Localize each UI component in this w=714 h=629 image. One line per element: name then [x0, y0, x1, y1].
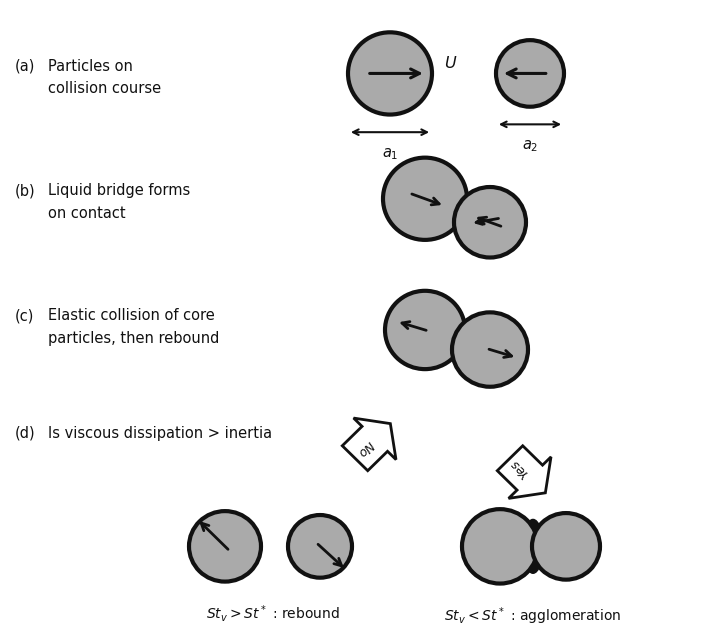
Text: No: No — [354, 438, 376, 459]
Text: $St_v > St^*$ : rebound: $St_v > St^*$ : rebound — [206, 603, 339, 624]
Text: $a_2$: $a_2$ — [522, 138, 538, 153]
Circle shape — [496, 40, 564, 107]
Circle shape — [532, 513, 600, 580]
Text: Is viscous dissipation > inertia: Is viscous dissipation > inertia — [48, 426, 272, 441]
Ellipse shape — [523, 520, 543, 573]
Circle shape — [462, 509, 538, 584]
Text: Particles on: Particles on — [48, 58, 133, 74]
Text: U: U — [444, 56, 456, 71]
Text: $St_v < St^*$ : agglomeration: $St_v < St^*$ : agglomeration — [444, 605, 622, 626]
Circle shape — [385, 291, 465, 369]
Circle shape — [348, 32, 432, 114]
Text: (a): (a) — [15, 58, 36, 74]
Text: on contact: on contact — [48, 206, 126, 221]
Ellipse shape — [444, 192, 471, 229]
Circle shape — [288, 515, 352, 577]
Circle shape — [454, 187, 526, 257]
Polygon shape — [497, 446, 551, 498]
Circle shape — [452, 313, 528, 387]
Text: Elastic collision of core: Elastic collision of core — [48, 308, 215, 323]
Text: (b): (b) — [15, 183, 36, 198]
Text: (c): (c) — [15, 308, 34, 323]
Text: (d): (d) — [15, 426, 36, 441]
Text: Liquid bridge forms: Liquid bridge forms — [48, 183, 190, 198]
Text: Yes: Yes — [508, 456, 532, 480]
Ellipse shape — [446, 324, 469, 355]
Text: collision course: collision course — [48, 81, 161, 96]
Text: $a_1$: $a_1$ — [382, 146, 398, 162]
Circle shape — [383, 158, 467, 240]
Text: particles, then rebound: particles, then rebound — [48, 331, 219, 346]
Circle shape — [189, 511, 261, 582]
Polygon shape — [342, 418, 396, 470]
